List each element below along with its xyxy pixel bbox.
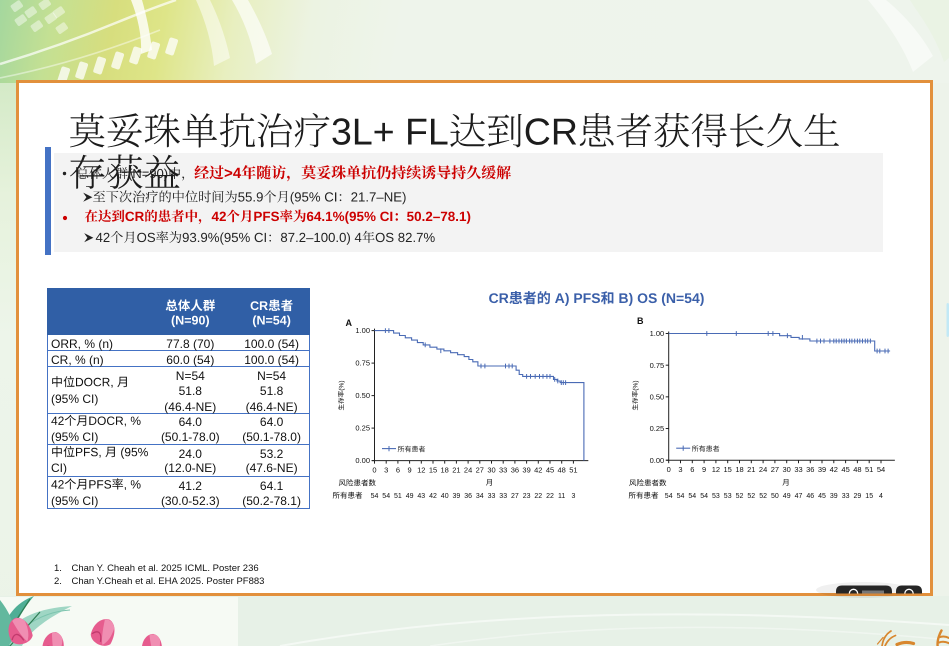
svg-text:39: 39 [830,493,838,500]
svg-text:21: 21 [452,466,460,475]
svg-text:3: 3 [384,466,388,475]
svg-text:0.75: 0.75 [650,361,665,370]
svg-text:51: 51 [569,466,577,475]
svg-text:33: 33 [499,466,507,475]
svg-text:30: 30 [487,466,495,475]
svg-text:54: 54 [371,493,379,500]
svg-text:0.00: 0.00 [355,456,370,465]
svg-text:1.00: 1.00 [355,326,370,335]
svg-text:33: 33 [794,465,802,474]
svg-text:54: 54 [382,493,390,500]
svg-text:54: 54 [665,493,673,500]
svg-text:6: 6 [690,465,694,474]
svg-text:24: 24 [759,465,767,474]
svg-text:40: 40 [441,493,449,500]
svg-text:46: 46 [806,493,814,500]
svg-text:B: B [637,316,644,326]
svg-text:1.00: 1.00 [650,329,665,338]
svg-text:27: 27 [476,466,484,475]
svg-text:0.50: 0.50 [650,392,665,401]
svg-text:12: 12 [417,466,425,475]
svg-text:51: 51 [865,465,873,474]
svg-text:A: A [346,318,353,328]
svg-text:45: 45 [546,466,554,475]
svg-text:42: 42 [830,465,838,474]
svg-text:39: 39 [522,466,530,475]
svg-text:54: 54 [877,465,885,474]
svg-text:11: 11 [558,493,565,500]
svg-text:36: 36 [806,465,814,474]
svg-text:52: 52 [759,493,767,500]
svg-text:39: 39 [453,493,461,500]
svg-text:22: 22 [534,493,542,500]
svg-text:33: 33 [499,493,507,500]
svg-text:0.50: 0.50 [355,391,370,400]
svg-text:29: 29 [854,493,862,500]
svg-text:52: 52 [736,493,744,500]
svg-text:48: 48 [558,466,566,475]
svg-text:27: 27 [511,493,519,500]
svg-text:12: 12 [712,465,720,474]
svg-text:50: 50 [771,493,779,500]
svg-text:0: 0 [667,465,671,474]
svg-text:0.25: 0.25 [355,424,370,433]
svg-text:39: 39 [818,465,826,474]
svg-text:53: 53 [712,493,720,500]
svg-text:15: 15 [865,493,873,500]
svg-text:54: 54 [688,493,696,500]
svg-text:49: 49 [783,493,791,500]
svg-text:47: 47 [795,493,803,500]
svg-text:30: 30 [783,465,791,474]
svg-text:27: 27 [771,465,779,474]
svg-text:48: 48 [853,465,861,474]
svg-text:52: 52 [747,493,755,500]
svg-text:18: 18 [441,466,449,475]
svg-text:0.75: 0.75 [355,359,370,368]
svg-text:34: 34 [476,493,484,500]
svg-text:45: 45 [818,493,826,500]
svg-text:15: 15 [724,465,732,474]
svg-text:18: 18 [735,465,743,474]
svg-text:0.00: 0.00 [650,456,665,465]
svg-text:3: 3 [571,493,575,500]
svg-text:53: 53 [724,493,732,500]
svg-text:9: 9 [408,466,412,475]
svg-text:24: 24 [464,466,472,475]
svg-text:42: 42 [534,466,542,475]
svg-text:54: 54 [700,493,708,500]
svg-text:36: 36 [511,466,519,475]
svg-text:33: 33 [488,493,496,500]
svg-text:43: 43 [417,493,425,500]
svg-text:0: 0 [372,466,376,475]
svg-text:6: 6 [396,466,400,475]
svg-text:21: 21 [747,465,755,474]
svg-text:42: 42 [429,493,437,500]
svg-text:33: 33 [842,493,850,500]
svg-text:0.25: 0.25 [650,424,665,433]
svg-text:49: 49 [406,493,414,500]
svg-text:15: 15 [429,466,437,475]
svg-text:23: 23 [523,493,531,500]
svg-text:54: 54 [677,493,685,500]
svg-text:45: 45 [841,465,849,474]
svg-text:4: 4 [879,493,883,500]
svg-text:51: 51 [394,493,402,500]
svg-text:22: 22 [546,493,554,500]
svg-text:36: 36 [464,493,472,500]
svg-text:9: 9 [702,465,706,474]
svg-text:3: 3 [678,465,682,474]
